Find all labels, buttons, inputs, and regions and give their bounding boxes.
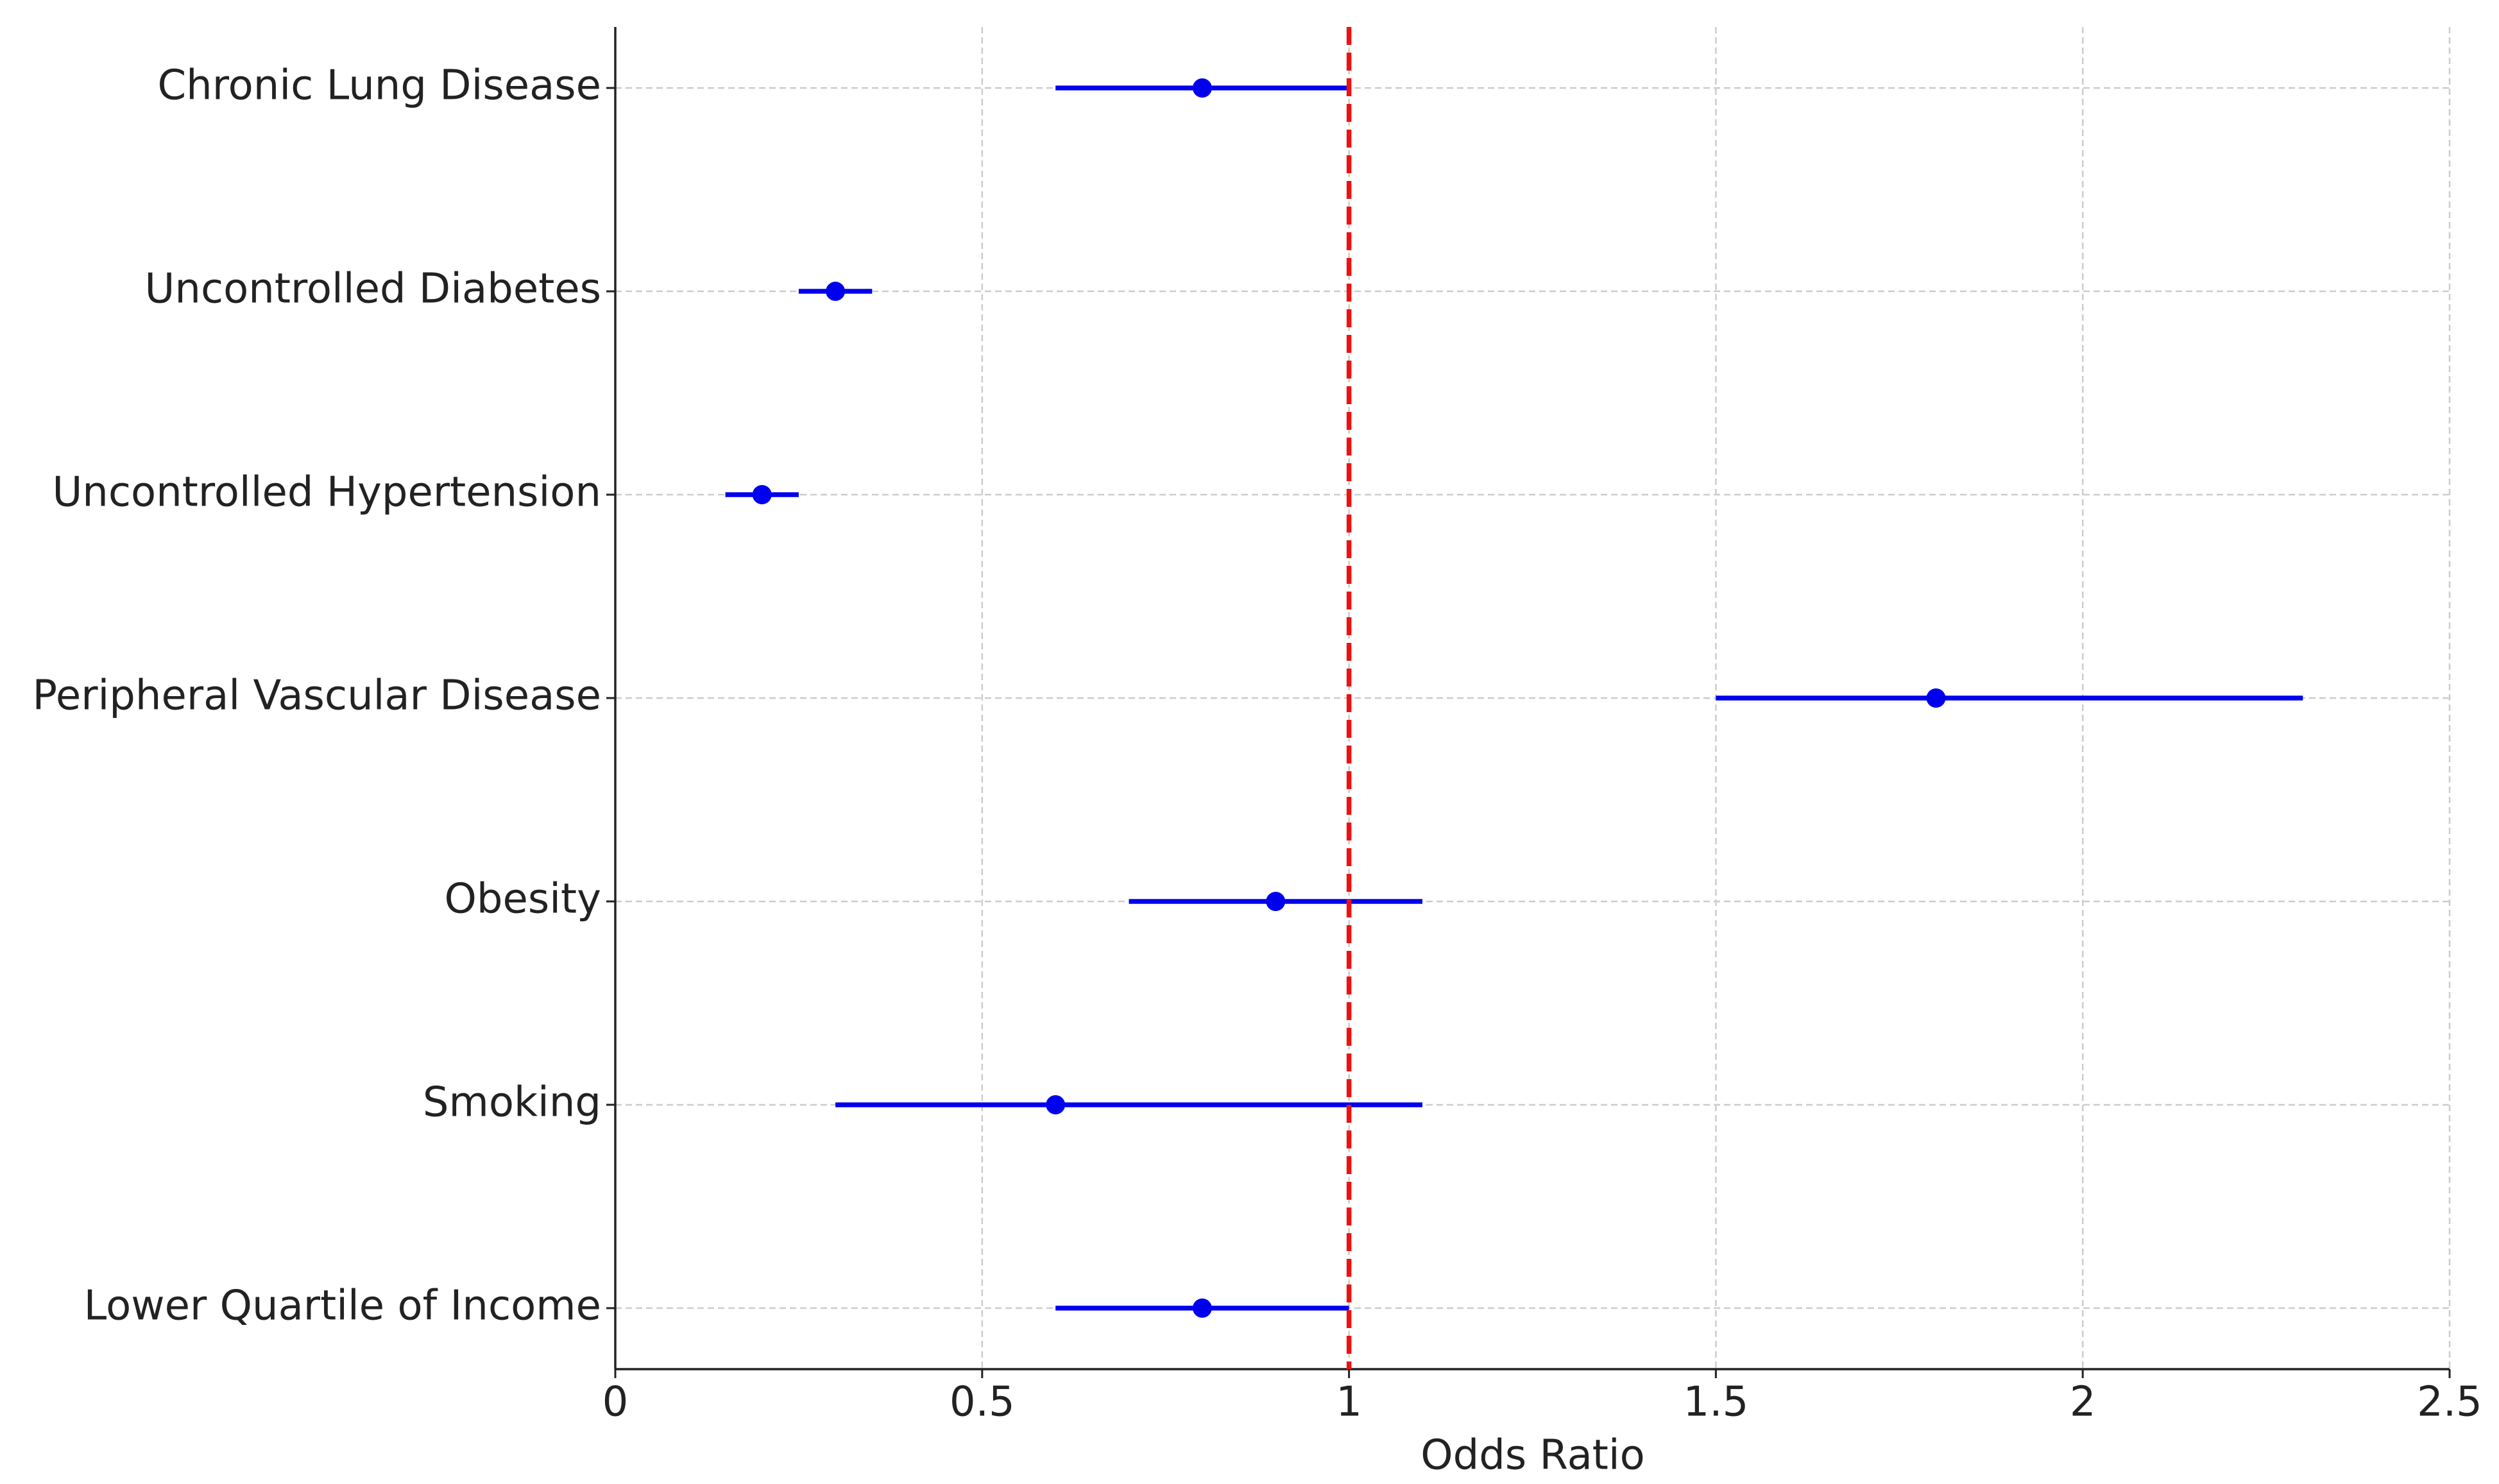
point-estimate <box>1192 78 1212 98</box>
point-estimate <box>1266 891 1286 911</box>
point-estimate <box>1926 688 1946 708</box>
y-tick-label: Smoking <box>423 1079 601 1127</box>
x-tick-label: 1.5 <box>1684 1379 1749 1426</box>
point-estimate <box>1192 1298 1212 1318</box>
point-estimate <box>826 282 846 302</box>
y-tick-label: Chronic Lung Disease <box>157 62 601 110</box>
y-tick-label: Peripheral Vascular Disease <box>33 672 602 720</box>
y-tick-label: Uncontrolled Hypertension <box>52 469 601 516</box>
x-tick-label: 0.5 <box>950 1379 1015 1426</box>
x-tick-label: 1 <box>1336 1379 1362 1426</box>
x-tick-label: 2 <box>2070 1379 2096 1426</box>
y-tick-label: Uncontrolled Diabetes <box>145 266 601 313</box>
y-tick-label: Obesity <box>445 876 601 923</box>
point-estimate <box>1046 1095 1066 1114</box>
point-estimate <box>752 485 772 505</box>
x-tick-label: 2.5 <box>2417 1379 2482 1426</box>
y-tick-label: Lower Quartile of Income <box>84 1282 601 1329</box>
x-axis-title: Odds Ratio <box>1420 1432 1645 1480</box>
x-tick-label: 0 <box>602 1379 629 1426</box>
